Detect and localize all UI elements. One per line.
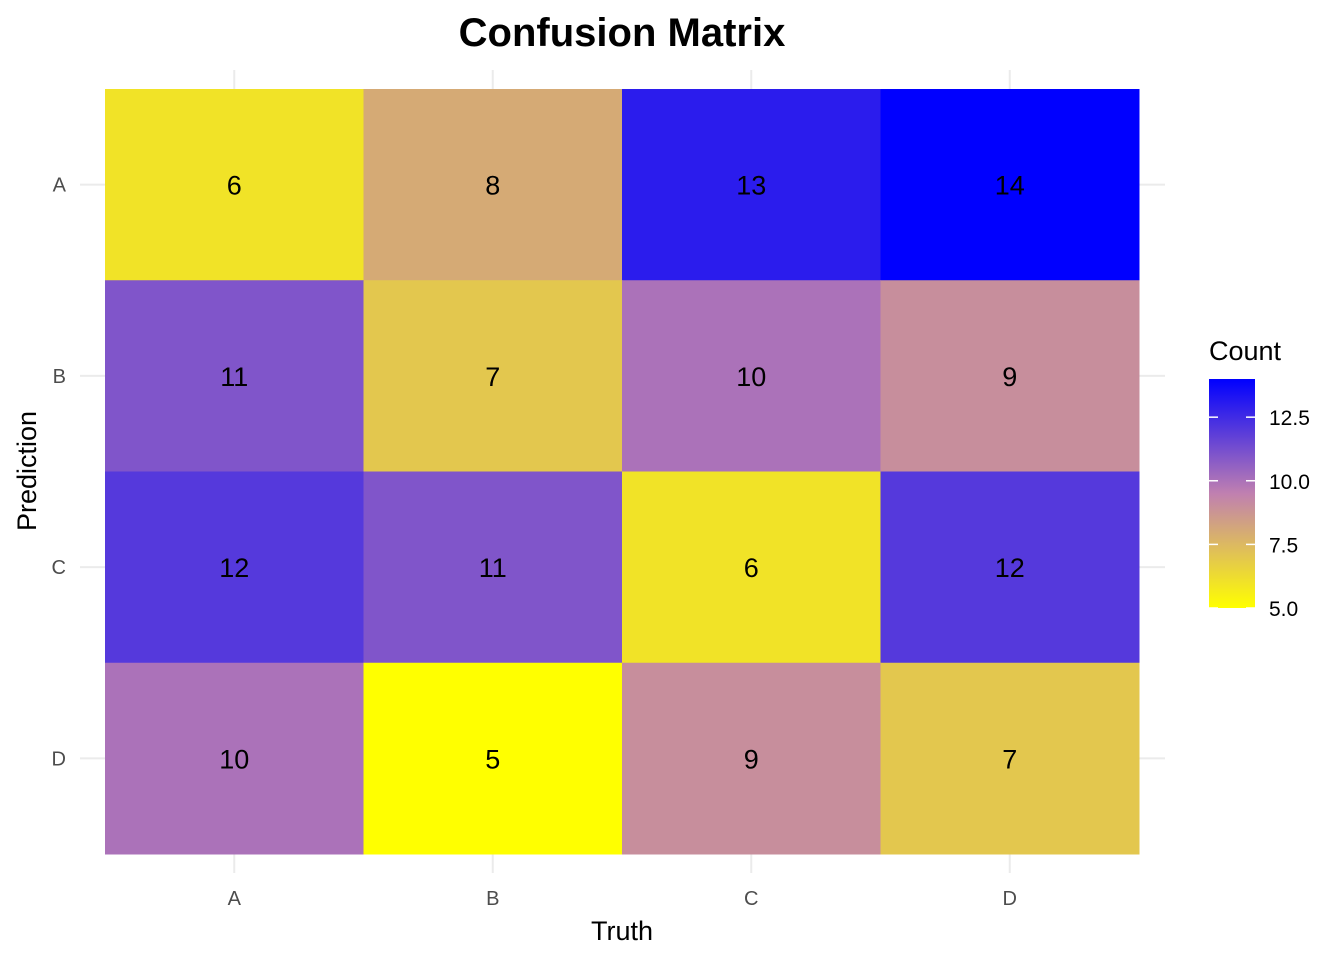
cell-value-label: 11	[220, 362, 248, 392]
cell-value-label: 10	[736, 362, 766, 392]
legend-tick-label: 10.0	[1269, 471, 1310, 494]
cell-value-label: 10	[219, 744, 249, 774]
y-tick-label: C	[52, 557, 66, 579]
legend-tick-label: 5.0	[1269, 598, 1298, 621]
x-tick-label: B	[486, 888, 499, 910]
heatmap-cell	[363, 471, 623, 664]
cell-value-label: 8	[485, 171, 500, 201]
heatmap-cell	[363, 280, 623, 472]
heatmap-cell	[880, 662, 1140, 855]
x-tick-label: C	[744, 888, 758, 910]
cell-value-label: 7	[485, 362, 500, 392]
x-axis-title: Truth	[591, 916, 653, 946]
cell-value-label: 5	[485, 744, 500, 774]
heatmap-cell	[622, 280, 881, 472]
cell-value-label: 12	[219, 553, 249, 583]
legend-color-bar	[1209, 379, 1255, 608]
cell-value-label: 12	[995, 553, 1025, 583]
y-axis-ticks: A B C D	[52, 175, 67, 771]
heatmap-cell	[363, 662, 623, 855]
y-tick-label: D	[52, 748, 66, 770]
legend-ticks: 5.0 7.5 10.0 12.5	[1209, 407, 1310, 621]
x-tick-label: A	[228, 888, 242, 910]
heatmap-cell	[880, 471, 1140, 664]
heatmap-cell	[622, 662, 881, 855]
x-tick-label: D	[1003, 888, 1017, 910]
legend-title: Count	[1209, 336, 1282, 366]
heatmap-cell	[105, 471, 364, 664]
heatmap-cell	[363, 89, 623, 281]
cell-value-label: 13	[736, 171, 766, 201]
y-axis-title: Prediction	[12, 411, 42, 531]
chart-title: Confusion Matrix	[459, 11, 786, 55]
heatmap-cell	[880, 280, 1140, 472]
legend-tick-label: 7.5	[1269, 534, 1298, 557]
cell-value-label: 7	[1002, 744, 1017, 774]
heatmap-cell	[105, 89, 364, 281]
cell-value-label: 9	[1002, 362, 1017, 392]
cell-value-label: 14	[995, 171, 1025, 201]
y-tick-label: B	[53, 366, 66, 388]
cell-value-label: 9	[744, 744, 759, 774]
heatmap-cell	[105, 662, 364, 855]
cell-value-label: 11	[479, 553, 507, 583]
color-legend: Count 5.0 7.5 10.0 12.5	[1209, 336, 1310, 621]
cell-value-label: 6	[227, 171, 242, 201]
y-tick-label: A	[53, 175, 67, 197]
cell-value-label: 6	[744, 553, 759, 583]
heatmap-cell	[880, 89, 1140, 281]
x-axis-ticks: A B C D	[228, 888, 1017, 910]
heatmap-cell	[622, 89, 881, 281]
heatmap-cell	[105, 280, 364, 472]
heatmap-cells: 6 8 13 14 11 7 10 9 12 11 6 12 10 5 9 7	[105, 89, 1140, 855]
legend-tick-label: 12.5	[1269, 407, 1310, 430]
heatmap-cell	[622, 471, 881, 664]
